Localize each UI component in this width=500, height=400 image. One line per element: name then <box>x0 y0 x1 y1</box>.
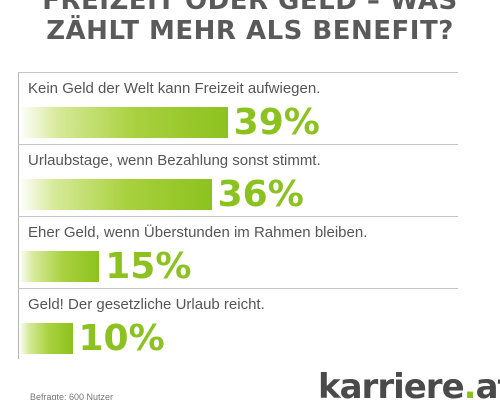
data-label: 15% <box>105 246 192 287</box>
source-note: Befragte: 600 Nutzer <box>30 392 114 400</box>
bar <box>19 323 73 354</box>
chart-title-line1: FREIZEIT ODER GELD – WAS <box>42 0 458 16</box>
category-label: Geld! Der gesetzliche Urlaub reicht. <box>28 296 265 313</box>
category-label: Kein Geld der Welt kann Freizeit aufwieg… <box>28 80 321 97</box>
data-label: 36% <box>217 174 304 215</box>
category-label: Urlaubstage, wenn Bezahlung sonst stimmt… <box>28 152 321 169</box>
logo-dot: . <box>463 367 477 400</box>
bar <box>19 107 228 138</box>
chart-title-line2: ZÄHLT MEHR ALS BENEFIT? <box>46 16 454 46</box>
row-separator <box>18 72 458 73</box>
bar <box>19 179 212 210</box>
row-separator <box>18 288 458 289</box>
bar <box>19 251 100 282</box>
row-separator <box>18 144 458 145</box>
axis-line <box>18 72 19 359</box>
logo-suffix: at <box>475 367 500 400</box>
logo-text: karriere <box>318 367 465 400</box>
data-label: 10% <box>78 318 165 359</box>
row-separator <box>18 216 458 217</box>
data-label: 39% <box>233 102 320 143</box>
karriere-logo: karriere.at <box>318 367 500 400</box>
category-label: Eher Geld, wenn Überstunden im Rahmen bl… <box>28 224 368 241</box>
